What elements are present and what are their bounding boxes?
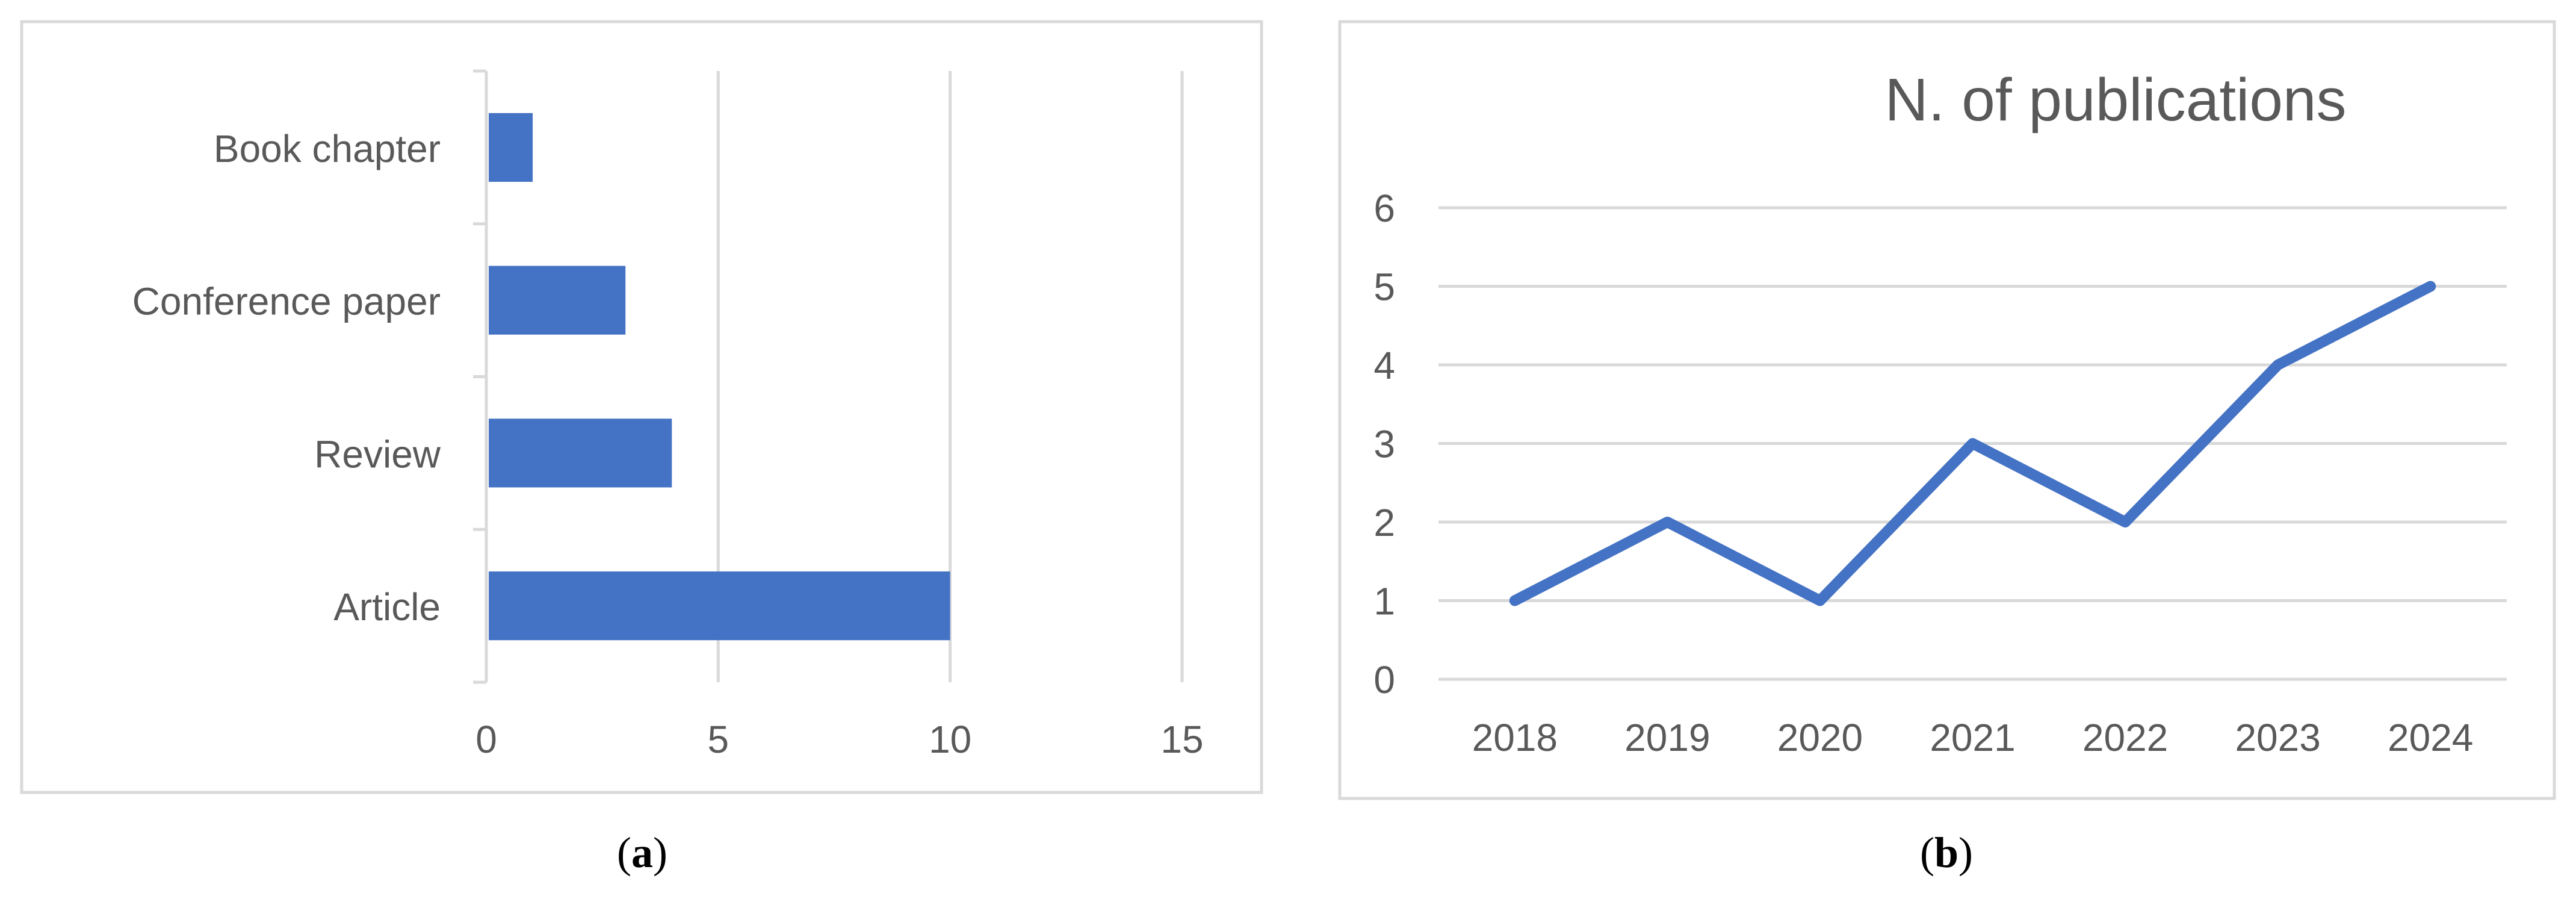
data-point (1970, 441, 1975, 446)
x-tick-label: 2024 (2388, 716, 2473, 759)
bar (489, 113, 533, 182)
y-tick-label: 5 (1373, 266, 1395, 309)
data-point (2123, 520, 2128, 524)
category-label: Book chapter (214, 127, 441, 170)
data-point (2428, 284, 2433, 289)
bar-chart-panel: Article Review Conference paper Book chapte… (20, 20, 1263, 794)
category-label: Conference paper (132, 280, 441, 323)
caption-a: (a) (617, 829, 667, 877)
category-label: Article (333, 585, 441, 629)
line-chart-frame (1338, 20, 2556, 800)
caption-b-letter: b (1934, 829, 1958, 877)
x-tick-label: 2023 (2235, 716, 2320, 759)
x-tick-label: 2018 (1472, 716, 1558, 759)
x-tick-label: 2022 (2082, 716, 2168, 759)
bar-chart-frame (20, 20, 1263, 794)
y-tick-label: 6 (1373, 187, 1395, 230)
data-point (2275, 362, 2280, 367)
y-tick-label: 1 (1373, 580, 1395, 623)
bar (489, 418, 672, 488)
value-tick-label: 5 (708, 718, 729, 761)
bar (489, 266, 626, 335)
value-tick-label: 10 (929, 718, 971, 761)
data-point (1817, 598, 1822, 603)
line-chart-x-tick-labels: 2018 2019 2020 2021 2022 2023 2024 (1472, 716, 2474, 759)
bar-chart-bars (489, 113, 950, 641)
x-tick-label: 2019 (1624, 716, 1710, 759)
y-tick-label: 4 (1373, 344, 1395, 387)
line-chart-gridlines (1438, 206, 2507, 681)
data-point (1512, 598, 1517, 603)
value-tick-label: 15 (1160, 718, 1203, 761)
line-chart-title: N. of publications (1884, 66, 2346, 134)
y-tick-label: 0 (1373, 658, 1395, 701)
value-tick-label: 0 (475, 718, 497, 761)
y-tick-label: 3 (1373, 423, 1395, 466)
bar-chart-value-tick-labels: 0 5 10 15 (475, 718, 1203, 761)
line-chart-series (1509, 281, 2436, 606)
y-tick-label: 2 (1373, 501, 1395, 544)
x-tick-label: 2020 (1777, 716, 1863, 759)
bar-chart-category-labels: Article Review Conference paper Book chapte… (132, 127, 441, 629)
category-label: Review (314, 432, 441, 476)
bar-chart-category-axis (473, 69, 488, 684)
x-tick-label: 2021 (1930, 716, 2015, 759)
data-point (1665, 520, 1670, 524)
line-chart-y-tick-labels: 0 1 2 3 4 5 6 (1373, 187, 1395, 701)
caption-a-letter: a (631, 829, 653, 877)
caption-b: (b) (1920, 829, 1973, 877)
bar (489, 571, 950, 641)
